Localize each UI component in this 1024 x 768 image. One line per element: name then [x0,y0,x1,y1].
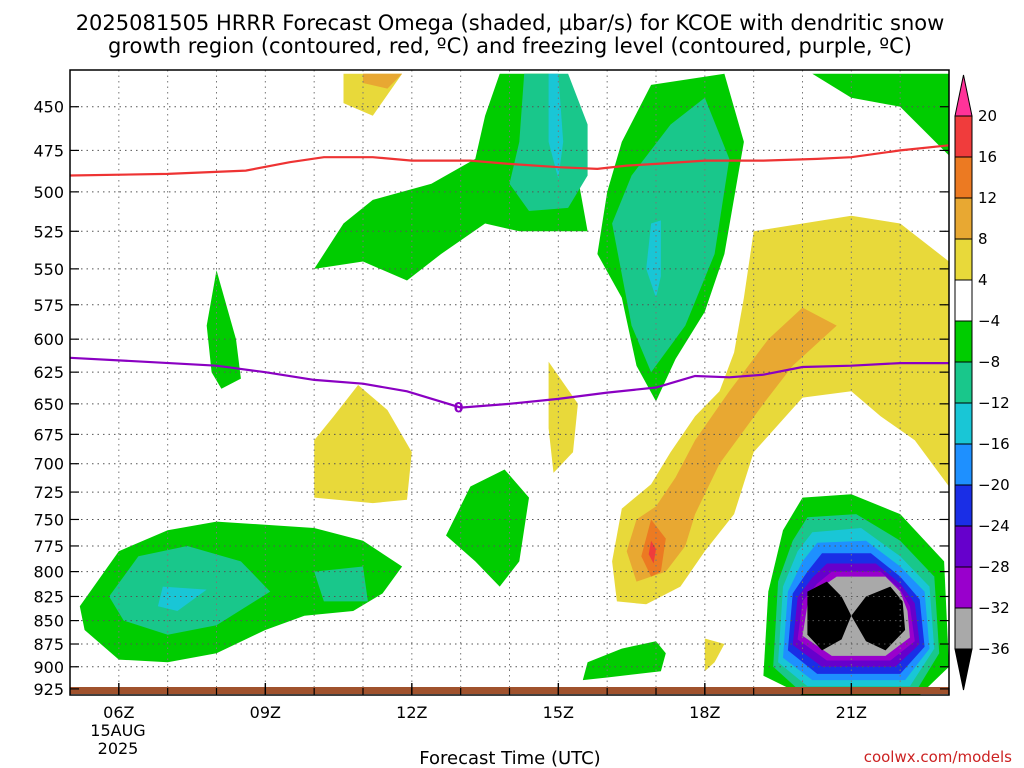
y-tick-label-10: 700 [33,455,64,474]
omega-region-1 [509,73,588,211]
colorbar-seg-5 [954,279,973,322]
colorbar-label-5: −4 [978,312,1000,330]
x-tick-label-3: 15Z [543,703,574,722]
y-tick-label-12: 750 [33,510,64,529]
y-tick-label-9: 675 [33,425,64,444]
colorbar-seg-13 [954,607,973,650]
colorbar-seg-4 [954,238,973,281]
omega-region-8 [363,73,403,89]
colorbar-seg-6 [954,320,973,363]
colorbar-seg-1 [954,115,973,158]
y-tick-label-2: 500 [33,183,64,202]
x-axis-ticks: 06Z 09Z 12Z 15Z 18Z 21Z [103,683,950,722]
omega-region-18 [582,641,666,681]
colorbar-label-7: −12 [978,394,1010,412]
x-tick-label-0: 06Z [103,703,134,722]
y-tick-label-14: 800 [33,563,64,582]
colorbar-label-4: 4 [978,271,988,289]
omega-region-11 [548,361,578,473]
y-tick-label-1: 475 [33,141,64,160]
colorbar-label-13: −36 [978,640,1010,658]
omega-region-2 [548,73,564,179]
x-tick-label-1: 09Z [250,703,281,722]
contour-lines: 0 [70,144,949,417]
x-date-label-1: 15AUG [90,721,145,740]
colorbar-label-11: −28 [978,558,1010,576]
omega-region-0 [314,73,588,281]
colorbar-label-0: 20 [978,107,997,125]
grid-lines [70,70,949,695]
freezing-level-contour [70,356,949,409]
omega-region-22 [314,566,368,602]
y-tick-label-0: 450 [33,98,64,117]
y-tick-label-5: 575 [33,296,64,315]
y-tick-label-16: 850 [33,612,64,631]
colorbar-seg-3 [954,197,973,240]
omega-region-17 [704,638,725,672]
credit-text: coolwx.com/models [864,748,1012,766]
x-tick-label-2: 12Z [396,703,427,722]
omega-region-5 [646,220,661,298]
colorbar-seg-2 [954,156,973,199]
omega-shaded-regions [79,73,949,695]
omega-region-6 [812,73,949,156]
omega-region-31 [807,581,852,651]
colorbar-label-12: −32 [978,599,1010,617]
chart-title-line1: 2025081505 HRRR Forecast Omega (shaded, … [76,11,945,35]
y-tick-label-13: 775 [33,537,64,556]
x-date-label-2: 2025 [98,739,139,758]
omega-region-12 [446,469,529,587]
colorbar-seg-10 [954,484,973,527]
freezing-level-label: 0 [454,401,464,417]
y-tick-label-19: 925 [33,680,64,699]
omega-region-14 [626,307,837,582]
y-tick-label-4: 550 [33,260,64,279]
colorbar-seg-11 [954,525,973,568]
omega-region-9 [206,270,241,389]
colorbar-label-8: −16 [978,435,1010,453]
colorbar-seg-7 [954,361,973,404]
x-tick-label-4: 18Z [689,703,720,722]
x-axis-label: Forecast Time (UTC) [419,748,600,768]
y-tick-label-3: 525 [33,222,64,241]
colorbar-triangle-bottom [954,648,973,691]
colorbar-label-10: −24 [978,517,1010,535]
x-tick-label-5: 21Z [836,703,867,722]
y-tick-label-17: 875 [33,635,64,654]
y-tick-label-11: 725 [33,483,64,502]
y-tick-label-15: 825 [33,587,64,606]
colorbar-triangle-top [954,74,973,117]
colorbar-label-1: 16 [978,148,997,166]
dendritic-contour [70,144,949,177]
y-tick-label-7: 625 [33,363,64,382]
omega-region-21 [157,586,207,611]
omega-region-4 [612,97,730,373]
colorbar-label-9: −20 [978,476,1010,494]
colorbar-seg-12 [954,566,973,609]
colorbar-label-2: 12 [978,189,997,207]
colorbar-label-6: −8 [978,353,1000,371]
chart-title-line2: growth region (contoured, red, ºC) and f… [108,34,912,58]
omega-region-32 [851,586,906,651]
y-axis-ticks: 450 475 500 525 550 575 600 625 650 675 700 725 750 7… [33,98,949,699]
colorbar-seg-8 [954,402,973,445]
colorbar-seg-9 [954,443,973,486]
y-tick-label-18: 900 [33,658,64,677]
colorbar-label-3: 8 [978,230,988,248]
y-tick-label-8: 650 [33,395,64,414]
y-tick-label-6: 600 [33,330,64,349]
colorbar: 20 16 12 8 4 −4 −8 −12 −16 −20 −24 −28 −32 −36 [954,74,1010,691]
